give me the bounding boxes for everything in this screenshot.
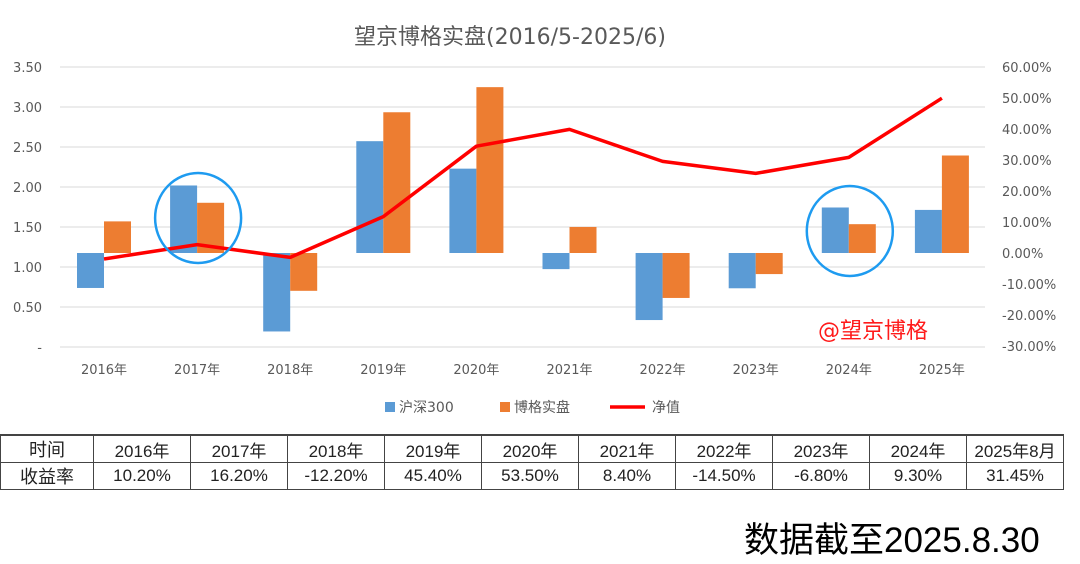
x-tick-label: 2024年: [826, 363, 872, 378]
bar-portfolio: [383, 112, 411, 253]
bar-csi300: [356, 141, 384, 253]
returns-table: 时间 2016年 2017年 2018年 2019年 2020年 2021年 2022年 202…: [0, 434, 1064, 490]
right-tick-label: 0.00%: [1002, 247, 1043, 262]
legend-label: 沪深300: [399, 400, 454, 416]
legend-swatch: [500, 402, 510, 412]
return-cell: -6.80%: [772, 462, 870, 490]
return-cell: 45.40%: [384, 462, 482, 490]
x-tick-label: 2025年: [919, 363, 965, 378]
left-tick-label: 2.50: [13, 141, 42, 156]
x-tick-label: 2020年: [453, 363, 499, 378]
highlight-circle: [153, 171, 243, 265]
period-cell: 2019年: [384, 434, 482, 463]
return-cell: -14.50%: [675, 462, 773, 490]
x-tick-label: 2018年: [267, 363, 313, 378]
return-cell: 31.45%: [966, 462, 1064, 490]
left-tick-label: 3.00: [13, 101, 42, 116]
x-tick-label: 2021年: [546, 363, 592, 378]
chart-title: 望京博格实盘(2016/5-2025/6): [354, 25, 666, 50]
period-cell: 2020年: [481, 434, 579, 463]
bar-portfolio: [290, 253, 318, 291]
bar-portfolio: [755, 253, 783, 275]
bar-csi300: [449, 168, 477, 253]
x-tick-label: 2016年: [81, 363, 127, 378]
return-cell: -12.20%: [287, 462, 385, 490]
bar-csi300: [542, 253, 570, 270]
combo-chart: 望京博格实盘(2016/5-2025/6) - 0.50 1.00 1.50 2.00 2…: [13, 25, 1056, 416]
return-cell: 10.20%: [93, 462, 191, 490]
x-tick-label: 2019年: [360, 363, 406, 378]
period-cell: 2022年: [675, 434, 773, 463]
period-cell: 2017年: [190, 434, 288, 463]
right-tick-label: 30.00%: [1002, 154, 1052, 169]
right-tick-label: 60.00%: [1002, 61, 1052, 76]
bar-csi300: [728, 253, 756, 289]
legend-swatch: [385, 402, 395, 412]
bar-csi300: [77, 253, 104, 288]
right-tick-label: 40.00%: [1002, 123, 1052, 138]
x-tick-label: 2023年: [733, 363, 779, 378]
period-cell: 2023年: [772, 434, 870, 463]
return-cell: 53.50%: [481, 462, 579, 490]
bar-portfolio: [104, 221, 131, 253]
x-tick-label: 2017年: [174, 363, 220, 378]
bar-portfolio: [662, 253, 690, 298]
highlight-circle: [805, 184, 895, 278]
period-cell: 2018年: [287, 434, 385, 463]
right-tick-label: 10.00%: [1002, 216, 1052, 231]
right-tick-label: 50.00%: [1002, 92, 1052, 107]
bar-portfolio: [476, 87, 504, 254]
bar-csi300: [263, 253, 291, 332]
net-value-line: [103, 96, 943, 261]
legend-label: 净值: [652, 400, 680, 416]
header-label: 时间: [0, 434, 94, 463]
left-tick-label: 3.50: [13, 61, 42, 76]
right-tick-label: -20.00%: [1002, 309, 1056, 324]
return-cell: 8.40%: [578, 462, 676, 490]
data-date-note: 数据截至2025.8.30: [744, 521, 1040, 560]
bar-csi300: [914, 209, 942, 253]
left-tick-label: -: [37, 341, 42, 356]
period-cell: 2025年8月: [966, 434, 1064, 463]
left-tick-label: 0.50: [13, 301, 42, 316]
x-tick-label: 2022年: [640, 363, 686, 378]
bar-portfolio: [569, 226, 597, 253]
row-label: 收益率: [0, 462, 94, 490]
bar-csi300: [170, 185, 198, 253]
return-cell: 9.30%: [869, 462, 967, 490]
period-cell: 2021年: [578, 434, 676, 463]
right-tick-label: 20.00%: [1002, 185, 1052, 200]
legend-label: 博格实盘: [514, 399, 570, 416]
left-tick-label: 2.00: [13, 181, 42, 196]
bar-portfolio: [848, 224, 876, 253]
bar-portfolio: [941, 155, 969, 253]
bar-csi300: [635, 253, 663, 321]
right-tick-label: -10.00%: [1002, 278, 1056, 293]
watermark: @望京博格: [818, 319, 929, 344]
bar-csi300: [821, 207, 849, 253]
left-tick-label: 1.50: [13, 221, 42, 236]
period-cell: 2024年: [869, 434, 967, 463]
period-cell: 2016年: [93, 434, 191, 463]
return-cell: 16.20%: [190, 462, 288, 490]
left-tick-label: 1.00: [13, 261, 42, 276]
right-tick-label: -30.00%: [1002, 340, 1056, 355]
